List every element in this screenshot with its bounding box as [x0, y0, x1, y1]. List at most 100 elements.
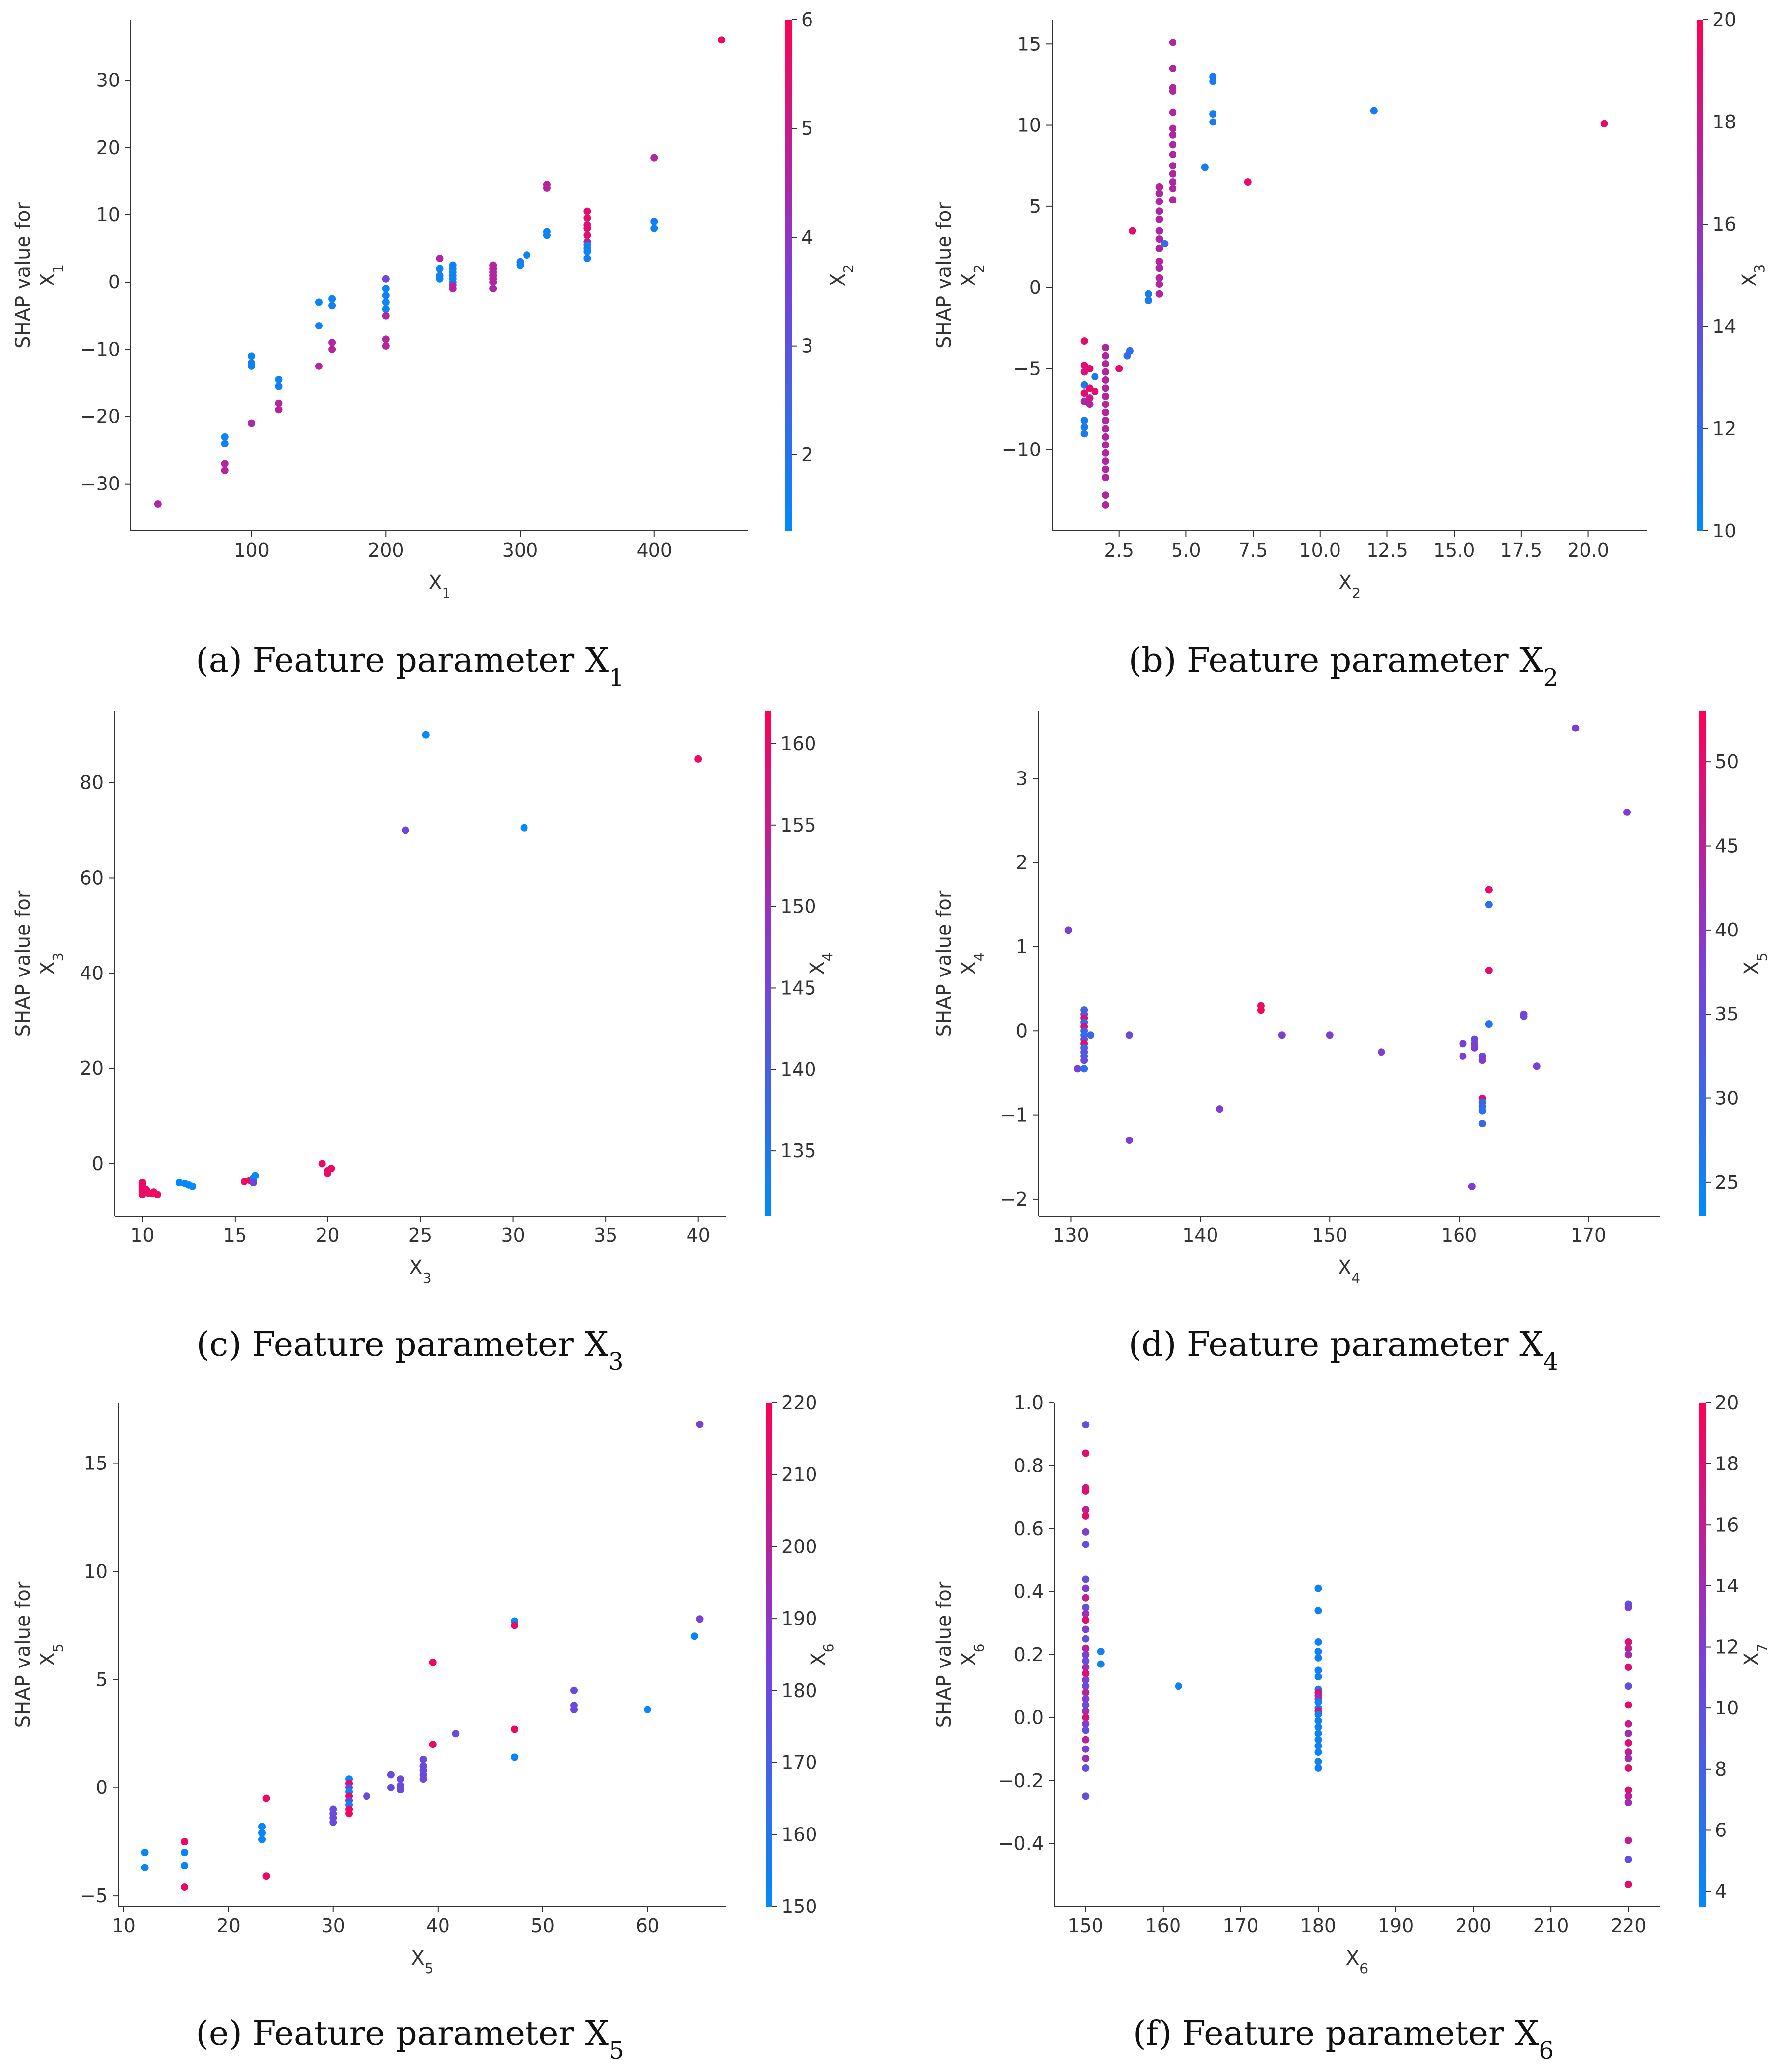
data-point — [382, 298, 390, 306]
data-point — [429, 1741, 437, 1748]
colorbar — [765, 711, 771, 1216]
data-points — [154, 36, 726, 508]
data-point — [1082, 1764, 1090, 1772]
x-tick-label: 170 — [1571, 1224, 1607, 1246]
data-point — [141, 1864, 149, 1871]
colorbar-tick-label: 180 — [781, 1680, 817, 1702]
data-point — [1314, 1710, 1322, 1718]
colorbar-tick-label: 18 — [1712, 111, 1736, 133]
y-axis-label: SHAP value for X3 — [12, 890, 66, 1037]
data-point — [1209, 118, 1217, 126]
y-axis-label-line1: SHAP value for — [933, 202, 956, 349]
y-tick-label: 15 — [84, 1453, 108, 1474]
y-tick-label: −5 — [1014, 358, 1041, 379]
y-tick-label: 30 — [96, 70, 120, 91]
colorbar-tick-label: 10 — [1715, 1697, 1739, 1719]
caption-text: (b) Feature parameter X — [1129, 641, 1543, 680]
data-point — [1115, 365, 1123, 372]
data-point — [1624, 1792, 1632, 1800]
data-point — [1314, 1673, 1322, 1681]
data-point — [1624, 1638, 1632, 1646]
colorbar-tick-label: 210 — [781, 1464, 817, 1486]
data-point — [181, 1838, 189, 1846]
data-point — [315, 322, 323, 330]
y-tick-label: 0 — [96, 1777, 108, 1798]
data-point — [1080, 368, 1088, 376]
x-axis-label: X6 — [1346, 1947, 1368, 1977]
y-tick-label: 0.2 — [1014, 1644, 1044, 1666]
data-point — [583, 231, 591, 239]
data-point — [382, 305, 390, 313]
data-point — [1102, 474, 1110, 482]
y-tick-label: 10 — [96, 204, 120, 226]
colorbar-tick-label: 140 — [780, 1058, 816, 1080]
data-point — [1102, 384, 1110, 392]
data-point — [1314, 1607, 1322, 1615]
y-tick-label: 40 — [80, 962, 104, 984]
y-tick-label: 1 — [1016, 936, 1028, 958]
y-tick-label: 0.0 — [1014, 1707, 1044, 1729]
data-point — [396, 1786, 404, 1794]
data-point — [382, 312, 390, 320]
data-point — [1082, 1745, 1090, 1753]
y-tick-label: −10 — [1002, 439, 1041, 461]
data-point — [1082, 1528, 1090, 1536]
data-point — [1102, 344, 1110, 352]
colorbar-tick-label: 12 — [1715, 1636, 1739, 1658]
data-point — [1378, 1048, 1385, 1056]
data-point — [696, 1421, 704, 1428]
colorbar — [1699, 711, 1706, 1216]
data-point — [1155, 281, 1163, 288]
data-point — [258, 1823, 266, 1830]
data-point — [570, 1706, 578, 1714]
y-axis-label: SHAP value for X1 — [12, 202, 66, 349]
data-point — [1082, 1726, 1090, 1734]
x-tick-label: 200 — [368, 539, 404, 561]
data-point — [1102, 441, 1110, 449]
data-point — [1314, 1666, 1322, 1674]
panel-b: 2.5 5.0 7.5 10.0 12.5 15.0 17.5 20.0 −10 −5 0 5 10 15… — [933, 9, 1768, 691]
data-point — [1155, 274, 1163, 282]
panel-f: 150 160 170 180 190 200 210 220 −0.4 −0.2 0.0 0.2 0.… — [933, 1392, 1770, 2065]
data-point — [1082, 1651, 1090, 1659]
data-point — [315, 362, 323, 370]
x-tick-label: 10 — [112, 1915, 135, 1937]
data-point — [583, 214, 591, 222]
data-point — [1125, 1031, 1133, 1039]
colorbar-label-text: X4 — [806, 952, 836, 975]
data-point — [1155, 258, 1163, 266]
colorbar-label-text: X6 — [807, 1643, 837, 1666]
caption-subscript: 5 — [609, 2037, 624, 2065]
data-point — [1091, 387, 1099, 395]
data-point — [1082, 1669, 1090, 1677]
data-point — [241, 1178, 248, 1186]
data-point — [543, 181, 551, 189]
data-point — [1471, 1044, 1479, 1052]
data-point — [543, 228, 551, 236]
data-point — [690, 1632, 698, 1640]
x-tick-label: 190 — [1378, 1915, 1414, 1937]
label-subscript: 4 — [1351, 1270, 1360, 1286]
data-point — [1102, 457, 1110, 465]
data-point — [1478, 1120, 1486, 1128]
label-subscript: 5 — [425, 1960, 434, 1977]
data-point — [489, 278, 497, 286]
x-tick-label: 210 — [1533, 1915, 1569, 1937]
data-point — [449, 285, 457, 293]
y-axis-label-line2: X2 — [958, 264, 987, 286]
data-point — [251, 1172, 259, 1179]
label-subscript: 3 — [50, 952, 66, 961]
data-point — [583, 224, 591, 232]
x-axis-label: X2 — [1338, 571, 1361, 601]
data-point — [221, 433, 229, 441]
data-point — [1169, 185, 1176, 193]
colorbar-tick-label: 155 — [780, 814, 816, 836]
y-tick-label: 60 — [80, 867, 104, 889]
y-tick-label: 0.6 — [1014, 1518, 1044, 1540]
colorbar-tick-label: 14 — [1715, 1575, 1739, 1597]
colorbar-tick-label: 135 — [780, 1140, 816, 1162]
x-tick-label: 150 — [1068, 1915, 1104, 1937]
data-point — [1155, 190, 1163, 198]
